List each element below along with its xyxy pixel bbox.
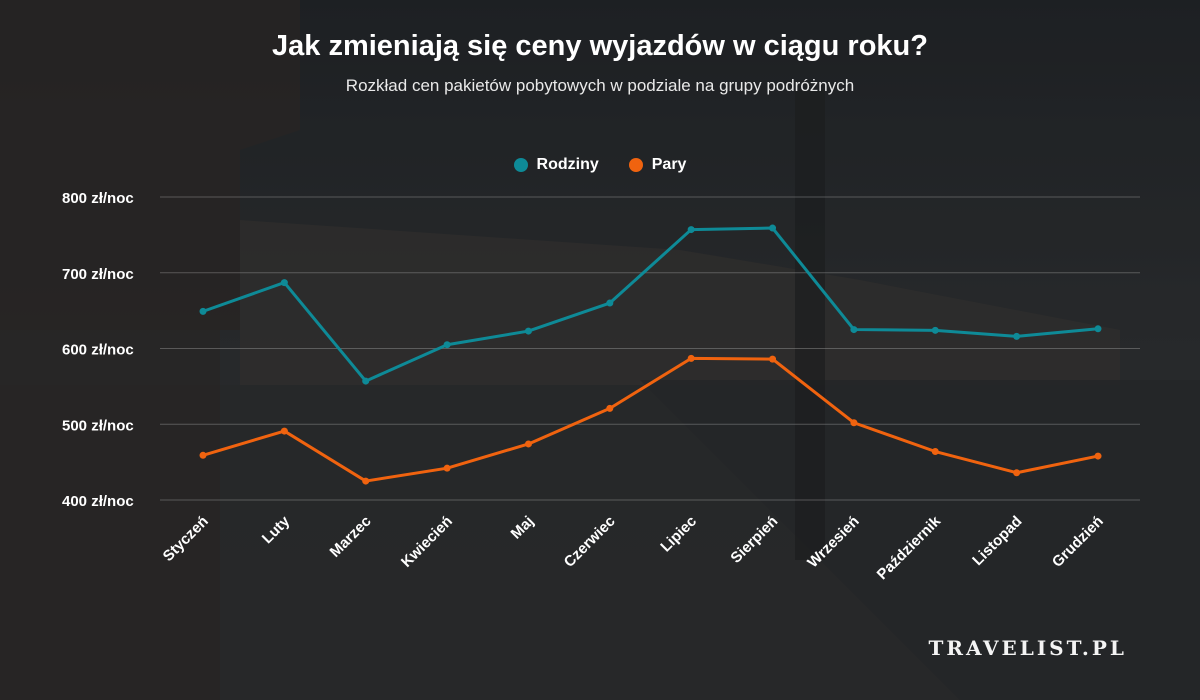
- gridlines: [160, 196, 1140, 501]
- y-tick-label: 600 zł/noc: [62, 342, 134, 359]
- data-point-rodziny: [850, 326, 858, 334]
- x-tick-label: Wrzesień: [804, 513, 862, 571]
- legend-marker-icon: [513, 158, 528, 172]
- legend-item-rodziny: Rodziny: [513, 156, 599, 174]
- series-lines: [202, 226, 1099, 483]
- data-point-pary: [1094, 452, 1102, 460]
- chart-title: Jak zmieniają się ceny wyjazdów w ciągu …: [272, 30, 928, 62]
- data-point-pary: [1013, 469, 1021, 477]
- x-axis-labels: Styczeń Luty Marzec Kwiecień Maj Czerwiec Lipi…: [160, 512, 1107, 583]
- legend-marker-icon: [628, 158, 643, 172]
- chart-subtitle: Rozkład cen pakietów pobytowych w podzia…: [345, 76, 855, 95]
- x-tick-label: Maj: [508, 513, 538, 543]
- x-tick-label: Kwiecień: [398, 513, 456, 571]
- data-point-rodziny: [199, 307, 207, 315]
- legend-label: Pary: [651, 156, 687, 173]
- brand-logo: TRAVELIST.PL: [928, 636, 1127, 660]
- data-point-rodziny: [931, 326, 939, 334]
- legend-item-pary: Pary: [628, 156, 687, 174]
- x-tick-label: Grudzień: [1049, 513, 1107, 571]
- series-points: [199, 224, 1102, 485]
- data-point-rodziny: [1094, 325, 1102, 333]
- x-tick-label: Luty: [259, 512, 294, 547]
- x-tick-label: Sierpień: [728, 513, 782, 567]
- y-tick-label: 400 zł/noc: [62, 493, 134, 510]
- x-tick-label: Marzec: [327, 513, 375, 561]
- legend: Rodziny Pary: [0, 156, 1200, 174]
- y-tick-label: 700 zł/noc: [62, 266, 134, 283]
- data-point-pary: [443, 464, 451, 472]
- x-tick-label: Styczeń: [160, 513, 212, 565]
- x-tick-label: Listopad: [969, 513, 1025, 569]
- x-tick-label: Październik: [874, 512, 945, 583]
- data-point-pary: [687, 354, 695, 362]
- series-line-pary: [202, 356, 1099, 483]
- data-point-rodziny: [687, 226, 695, 234]
- y-tick-label: 500 zł/noc: [62, 417, 134, 434]
- legend-label: Rodziny: [536, 156, 599, 173]
- data-point-pary: [280, 427, 288, 435]
- data-point-pary: [524, 440, 532, 448]
- data-point-pary: [850, 419, 858, 427]
- data-point-pary: [199, 451, 207, 459]
- data-point-rodziny: [524, 327, 532, 335]
- data-point-pary: [769, 355, 777, 363]
- data-point-rodziny: [443, 341, 451, 349]
- data-point-rodziny: [362, 377, 370, 385]
- data-point-rodziny: [280, 279, 288, 287]
- data-point-rodziny: [769, 224, 777, 232]
- series-line-rodziny: [202, 226, 1099, 383]
- data-point-rodziny: [1013, 332, 1021, 340]
- data-point-pary: [931, 448, 939, 456]
- y-axis-labels: 400 zł/noc 500 zł/noc 600 zł/noc 700 zł/noc…: [62, 190, 134, 510]
- x-tick-label: Czerwiec: [561, 513, 619, 571]
- y-tick-label: 800 zł/noc: [62, 190, 134, 207]
- x-tick-label: Lipiec: [657, 513, 700, 556]
- data-point-rodziny: [606, 299, 614, 307]
- data-point-pary: [362, 477, 370, 485]
- data-point-pary: [606, 404, 614, 412]
